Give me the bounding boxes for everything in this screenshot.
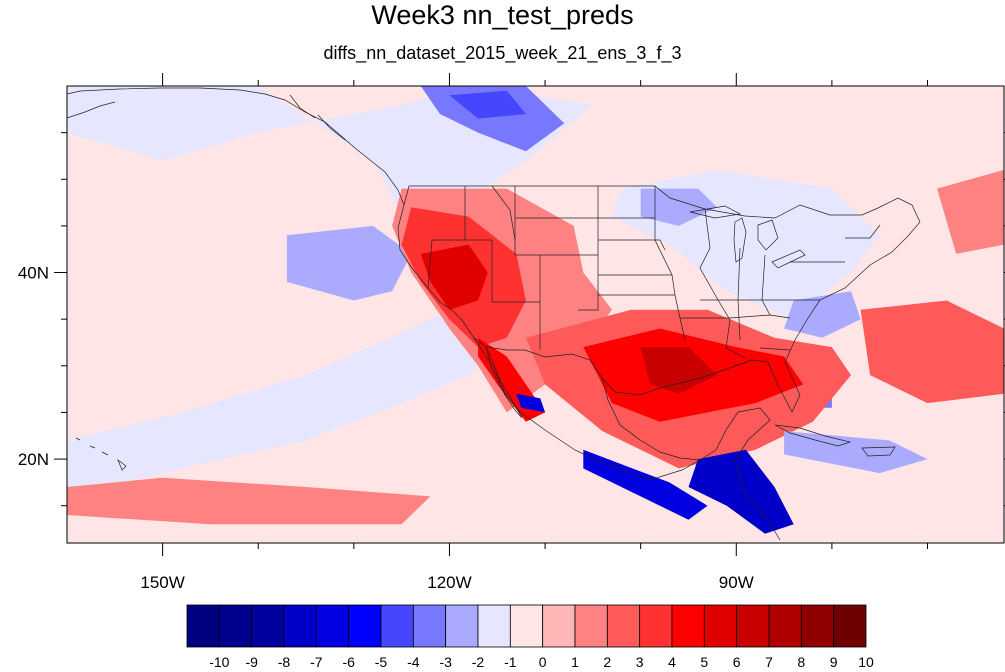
colorbar-label: -7 xyxy=(310,654,323,670)
y-tick-label: 20N xyxy=(18,450,49,469)
lake-michigan xyxy=(733,217,747,263)
alaska-negative xyxy=(420,86,565,152)
colorbar-swatch xyxy=(800,604,835,648)
colorbar-label: 7 xyxy=(765,654,773,670)
colorbar-swatch xyxy=(251,604,285,648)
colorbar-swatch xyxy=(218,604,253,648)
colorbar-swatch xyxy=(736,604,770,648)
colorbar-label: -9 xyxy=(245,654,258,670)
colorbar-label: 6 xyxy=(733,654,741,670)
hispaniola xyxy=(861,446,896,457)
colorbar-swatch xyxy=(315,604,350,648)
colorbar-swatch xyxy=(703,604,738,648)
state-line xyxy=(598,294,686,341)
x-tick-label: 90W xyxy=(719,573,754,592)
colorbar-swatch xyxy=(348,604,382,648)
alaska-islands xyxy=(67,94,346,141)
state-line xyxy=(845,224,881,239)
state-line xyxy=(514,186,598,256)
lake-superior xyxy=(689,205,742,219)
colorbar-swatch xyxy=(833,604,867,648)
colorbar-swatch xyxy=(542,604,576,648)
state-line xyxy=(432,239,540,303)
colorbar-label: -2 xyxy=(472,654,485,670)
colorbar-label: 2 xyxy=(603,654,611,670)
colorbar-label: 5 xyxy=(700,654,708,670)
state-line xyxy=(654,186,676,296)
offshore-pacific-negative xyxy=(286,225,412,301)
pacific-negative-band xyxy=(67,291,507,497)
atlantic-positive xyxy=(860,300,1004,404)
y-tick-label: 40N xyxy=(18,264,49,283)
colorbar: -10 -9 -8 -7 -6 -5 -4 -3 -2 -1 0 1 2 3 4 5 6 7 8 9 10 xyxy=(186,604,874,670)
colorbar-label: 3 xyxy=(636,654,644,670)
us-state-outlines xyxy=(67,87,921,541)
california-positive-core xyxy=(420,244,488,310)
colorbar-label: -6 xyxy=(342,654,355,670)
colorbar-swatch xyxy=(477,604,511,648)
baja-peninsula xyxy=(485,346,523,419)
colorbar-swatch xyxy=(186,604,220,648)
state-line xyxy=(680,314,791,319)
chart-subtitle: diffs_nn_dataset_2015_week_21_ens_3_f_3 xyxy=(323,43,682,63)
colorbar-label: 0 xyxy=(539,654,547,670)
northern-plains-negative xyxy=(640,188,718,226)
colorbar-swatch xyxy=(509,604,544,648)
colorbar-label: -5 xyxy=(375,654,388,670)
colorbar-swatch xyxy=(283,604,317,648)
baja-negative-spot xyxy=(516,393,546,413)
gulf-coast-mexico xyxy=(601,377,701,461)
colorbar-label: 9 xyxy=(830,654,838,670)
colorbar-label: 10 xyxy=(858,654,874,670)
colorbar-label: -1 xyxy=(504,654,517,670)
lake-erie xyxy=(771,249,806,269)
alaska-negative-core xyxy=(449,90,526,119)
x-tick-label: 120W xyxy=(427,573,471,592)
colorbar-label: -4 xyxy=(407,654,420,670)
colorbar-label: -3 xyxy=(439,654,452,670)
lake-huron xyxy=(757,219,779,251)
map-frame xyxy=(66,85,1005,544)
us-outline xyxy=(397,185,921,413)
state-line xyxy=(491,185,516,241)
colorbar-label: -8 xyxy=(278,654,291,670)
cuba xyxy=(774,424,852,447)
x-tick-label: 150W xyxy=(140,573,184,592)
hawaii xyxy=(75,437,127,471)
colorbar-swatch xyxy=(671,604,705,648)
map-ticks: 150W 120W 90W 40N 20N xyxy=(18,73,1005,592)
state-line xyxy=(427,239,433,289)
central-america-negative xyxy=(688,449,794,534)
colorbar-label: -10 xyxy=(209,654,229,670)
state-line xyxy=(578,186,599,311)
south-pacific-positive xyxy=(67,477,431,525)
colorbar-label: 4 xyxy=(668,654,676,670)
texas-positive-core xyxy=(640,347,718,394)
contour-fields xyxy=(67,86,1004,534)
atlantic-positive-2 xyxy=(937,169,1004,254)
colorbar-swatch xyxy=(380,604,414,648)
colorbar-swatch xyxy=(639,604,673,648)
colorbar-label: 8 xyxy=(797,654,805,670)
state-line xyxy=(759,347,791,351)
colorbar-swatch xyxy=(606,604,641,648)
bc-alaska-coast xyxy=(67,87,405,206)
colorbar-swatch xyxy=(412,604,447,648)
state-line xyxy=(598,239,666,251)
colorbar-label: 1 xyxy=(571,654,579,670)
colorbar-swatch xyxy=(574,604,608,648)
colorbar-swatch xyxy=(445,604,479,648)
map-plot-area xyxy=(67,86,1004,543)
colorbar-swatch xyxy=(768,604,802,648)
chart-title: Week3 nn_test_preds xyxy=(371,0,634,30)
